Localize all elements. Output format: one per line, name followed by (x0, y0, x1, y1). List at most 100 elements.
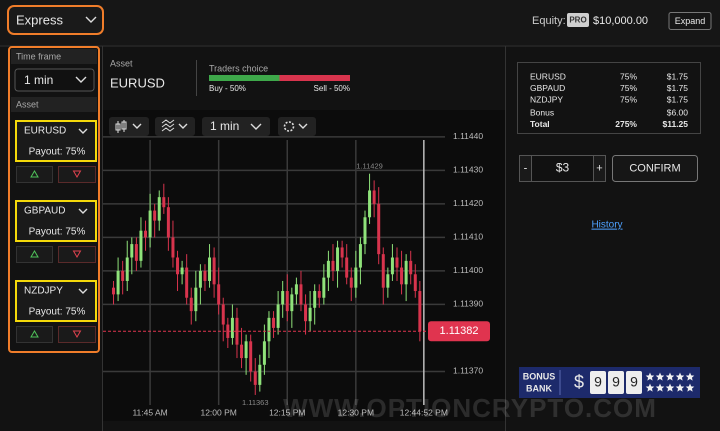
put-button[interactable] (58, 246, 96, 263)
asset-section-label: Asset (16, 99, 39, 109)
ad-digit: 9 (630, 374, 638, 390)
candle-body (404, 260, 408, 285)
asset-name: EURUSD (110, 75, 165, 90)
sell-share (279, 75, 350, 81)
amount-input[interactable] (531, 155, 594, 182)
ad-star (675, 383, 685, 392)
equity-label: Equity: (532, 15, 566, 27)
candle-body (363, 217, 367, 245)
x-tick-label: 12:44:52 PM (400, 407, 448, 417)
put-button[interactable] (58, 326, 96, 343)
candle-body (285, 291, 289, 312)
candle-body (317, 291, 321, 298)
summary-cell: EURUSD (530, 71, 566, 81)
candle-body (326, 260, 330, 278)
candle-body (381, 254, 385, 288)
asset-card[interactable] (15, 280, 97, 322)
pro-badge (567, 13, 589, 27)
plus-button[interactable] (593, 155, 606, 182)
expand-label: Expand (675, 16, 706, 26)
call-button[interactable] (16, 246, 53, 263)
settings-button[interactable] (278, 117, 316, 136)
candle-body (354, 267, 358, 288)
candle-body (121, 270, 125, 281)
minus-label: - (524, 162, 528, 174)
summary-cell: 75% (620, 71, 637, 81)
history-link[interactable]: History (591, 220, 622, 231)
candle-body (166, 207, 170, 238)
y-tick-label: 1.11420 (453, 198, 483, 208)
put-button[interactable] (58, 166, 96, 183)
settings-icon (283, 121, 295, 132)
asset-name: NZDJPY (24, 286, 63, 297)
ad-star (645, 372, 655, 381)
chevron (78, 288, 88, 294)
ad-digit: 9 (612, 374, 620, 390)
candle-body (409, 260, 413, 275)
summary-cell: $1.75 (667, 83, 689, 93)
asset-list: EURUSD Payout: 75% GBPAUD Payout: 75% NZDJPY… (15, 120, 97, 343)
candle-body (413, 274, 417, 292)
candle-body (290, 294, 294, 312)
buy-share (209, 75, 280, 81)
candle-body (171, 237, 175, 258)
ad-line: BONUS (523, 371, 556, 381)
candle-body (180, 267, 184, 275)
digit-box (590, 371, 606, 394)
candle-body (358, 244, 362, 268)
indicators-button[interactable] (155, 117, 195, 136)
chart-type-button[interactable] (109, 117, 149, 136)
chart-background (103, 110, 505, 421)
ad-star (685, 372, 695, 381)
asset-card[interactable] (15, 120, 97, 162)
candle-body (336, 247, 340, 271)
y-tick-label: 1.11400 (453, 265, 483, 275)
chevron (85, 16, 97, 23)
call-button[interactable] (16, 326, 53, 343)
candle-body (253, 371, 257, 385)
section-strip (11, 49, 97, 64)
confirm-button[interactable] (612, 155, 698, 182)
candle-body (112, 287, 116, 295)
candle-body (390, 257, 394, 275)
candle-body (144, 230, 148, 238)
chevron (178, 123, 188, 129)
candle-body (313, 291, 317, 308)
ad-star (675, 372, 685, 381)
plot (112, 173, 422, 395)
extreme-label: 1.11429 (356, 162, 383, 171)
summary-cell: NZDJPY (530, 94, 563, 104)
asset-card[interactable] (15, 200, 97, 242)
time-frame-select[interactable] (14, 68, 95, 92)
candle-body (294, 284, 298, 295)
candle-body (372, 190, 376, 204)
x-tick-label: 12:00 PM (200, 407, 236, 417)
watermark: WWW.OPTIONCRYPTO.COM (283, 393, 657, 423)
candle-body (322, 277, 326, 298)
summary-cell: 75% (620, 94, 637, 104)
extreme-label: 1.11363 (242, 398, 269, 407)
candle-body (249, 341, 253, 372)
interval-select[interactable] (202, 117, 270, 136)
candle-body (272, 317, 276, 328)
up-arrow (30, 330, 39, 338)
candle-body (331, 260, 335, 271)
expand-button[interactable] (668, 12, 712, 30)
mode-select[interactable] (7, 5, 104, 35)
summary-table: EURUSD 75% $1.75 GBPAUD 75% $1.75 NZDJPY 75% $1.… (530, 71, 688, 129)
chevron (298, 123, 308, 129)
asset-payout: Payout: 75% (29, 147, 86, 158)
ad-star (655, 383, 665, 392)
ad-currency: $ (574, 372, 584, 392)
traders-choice-bar (209, 75, 350, 81)
call-button[interactable] (16, 166, 53, 183)
y-tick-label: 1.11410 (453, 232, 483, 242)
candle-body (116, 270, 120, 295)
candle-body (386, 274, 390, 288)
candle-body (194, 287, 198, 312)
ad-star (665, 383, 675, 392)
down-arrow (72, 250, 82, 258)
asset-payout: Payout: 75% (29, 307, 86, 318)
summary-box (517, 62, 701, 134)
candle-body (349, 277, 353, 288)
